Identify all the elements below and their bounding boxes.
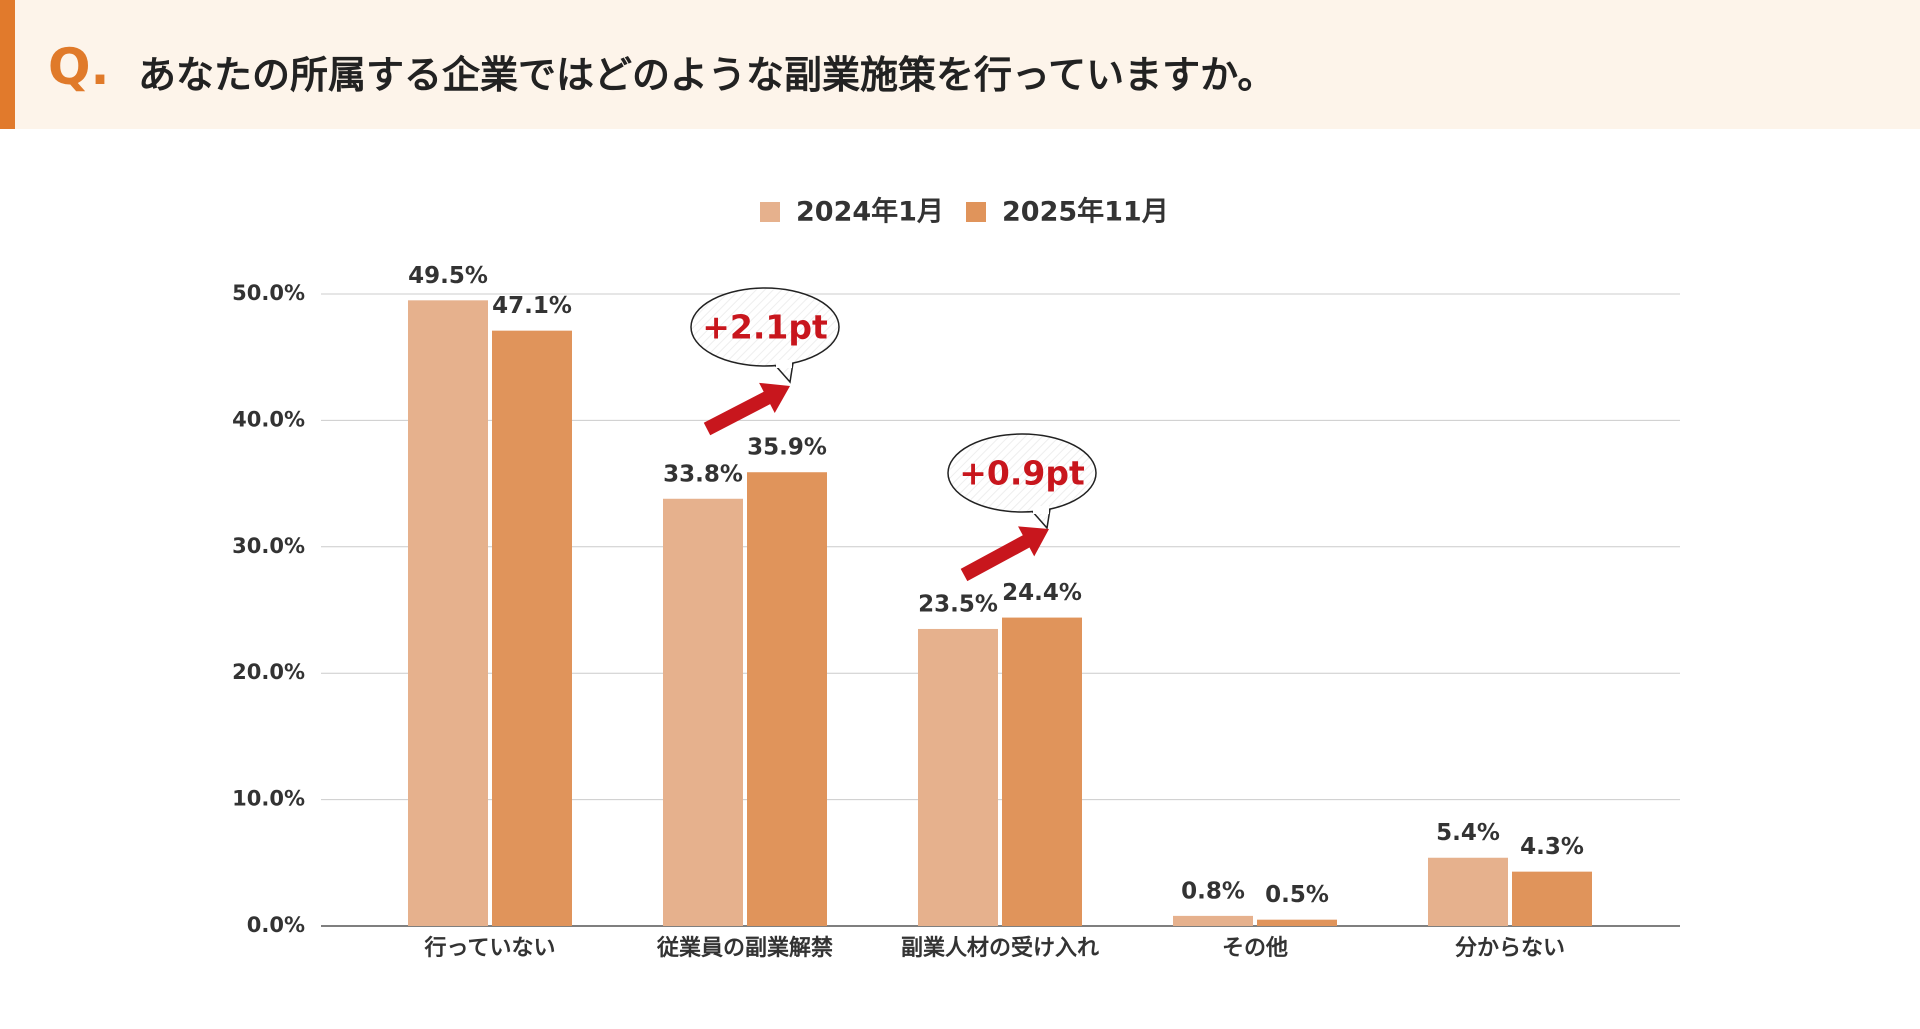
value-label: 5.4% xyxy=(1436,820,1500,846)
y-tick-label: 10.0% xyxy=(232,787,305,811)
legend-swatch xyxy=(760,202,780,222)
bar xyxy=(1428,857,1508,926)
legend-label: 2024年1月 xyxy=(796,196,944,228)
value-label: 0.5% xyxy=(1265,882,1329,908)
bar xyxy=(1173,915,1253,926)
x-tick-label: その他 xyxy=(1222,936,1288,961)
bar xyxy=(747,472,827,926)
trend-arrow xyxy=(960,526,1049,582)
legend-swatch xyxy=(966,202,986,222)
y-tick-label: 50.0% xyxy=(232,281,305,305)
x-tick-label: 分からない xyxy=(1455,936,1565,961)
value-label: 0.8% xyxy=(1181,878,1245,904)
bar xyxy=(492,330,572,926)
trend-arrow xyxy=(703,382,790,436)
value-label: 47.1% xyxy=(492,293,572,319)
value-label: 24.4% xyxy=(1002,580,1082,606)
x-tick-label: 行っていない xyxy=(424,935,556,961)
callout-gap xyxy=(1033,506,1049,514)
question-mark: Q. xyxy=(48,38,110,96)
bar xyxy=(1512,871,1592,926)
y-tick-label: 40.0% xyxy=(232,407,305,431)
legend-label: 2025年11月 xyxy=(1002,196,1169,228)
y-tick-label: 20.0% xyxy=(232,660,305,684)
value-label: 23.5% xyxy=(918,591,998,617)
x-tick-label: 副業人材の受け入れ xyxy=(901,935,1099,961)
chart: 0.0% 10.0% 20.0% 30.0% 40.0% 50.0% 2024年1月 2025… xyxy=(232,196,1680,961)
y-tick-label: 0.0% xyxy=(247,913,305,937)
header-stripe xyxy=(0,0,15,129)
bar xyxy=(663,498,743,926)
bar xyxy=(408,300,488,926)
x-tick-label: 従業員の副業解禁 xyxy=(656,935,833,961)
bar xyxy=(1002,617,1082,926)
chart-title: あなたの所属する企業ではどのような副業施策を行っていますか。 xyxy=(138,53,1276,97)
y-tick-label: 30.0% xyxy=(232,534,305,558)
callout-bubble xyxy=(690,287,840,367)
annotation: +0.9pt xyxy=(959,454,1085,493)
annotation: +2.1pt xyxy=(702,308,828,347)
value-label: 35.9% xyxy=(747,435,827,461)
header xyxy=(0,0,1920,129)
value-label: 4.3% xyxy=(1520,834,1584,860)
bar xyxy=(918,628,998,926)
value-label: 33.8% xyxy=(663,461,743,487)
callout-bubble xyxy=(947,433,1097,513)
value-label: 49.5% xyxy=(408,263,488,289)
callout-gap xyxy=(776,360,792,368)
bar xyxy=(1257,919,1337,926)
